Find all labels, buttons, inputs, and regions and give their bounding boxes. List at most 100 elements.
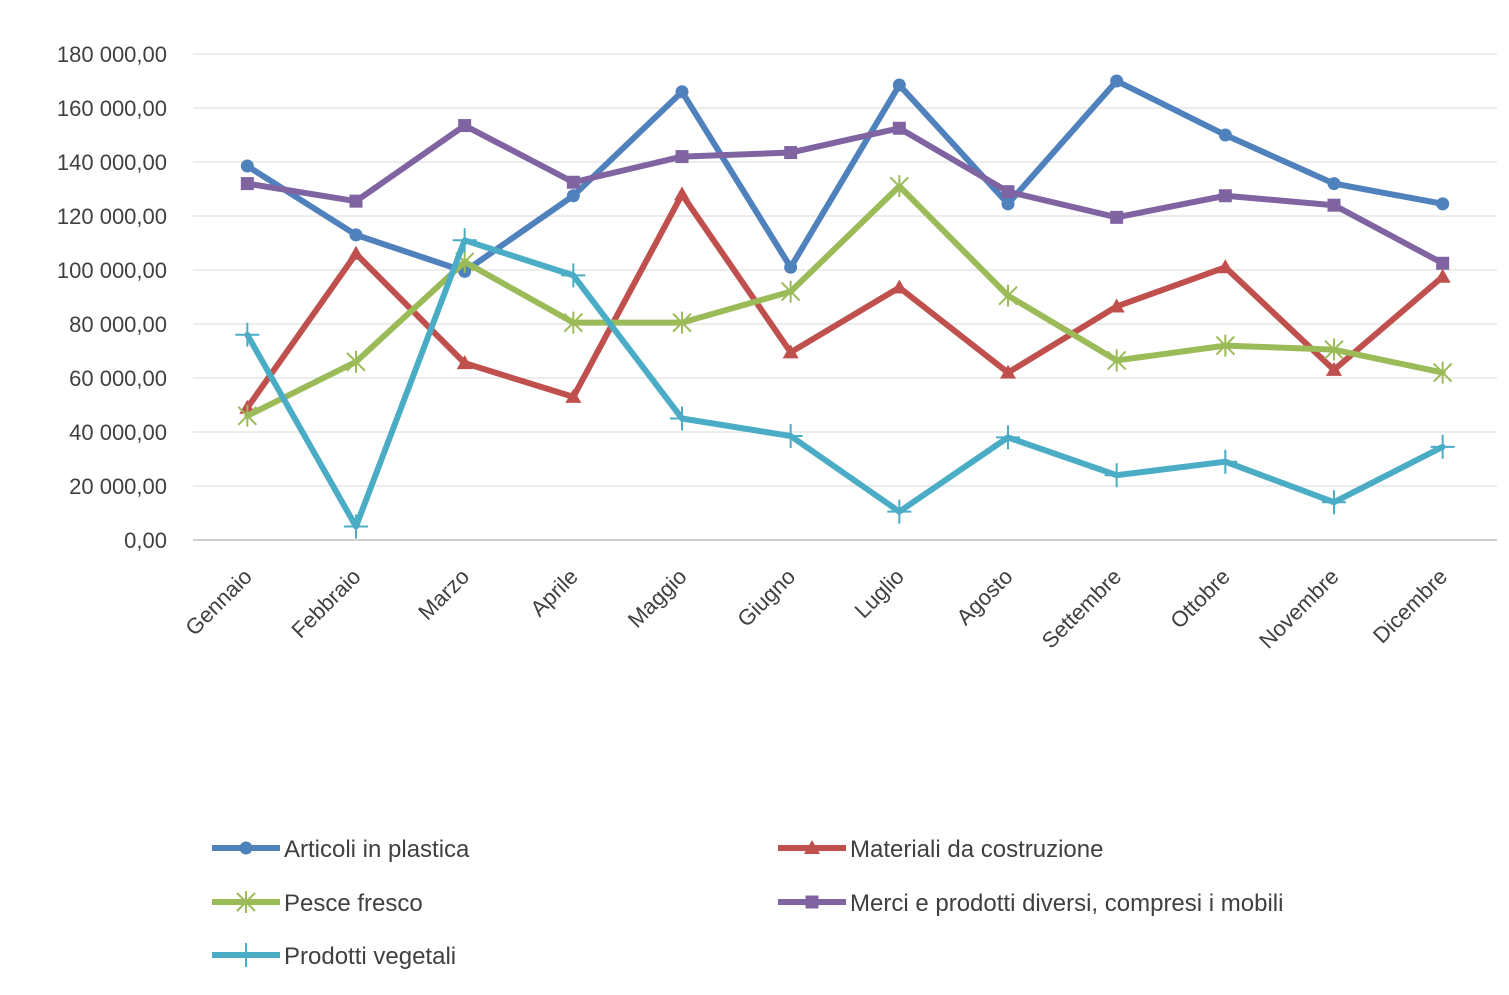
y-tick-label: 60 000,00 bbox=[69, 366, 167, 391]
data-point bbox=[674, 186, 690, 201]
data-point bbox=[1108, 298, 1125, 313]
data-point bbox=[1322, 490, 1346, 515]
data-point bbox=[1110, 210, 1124, 224]
data-point bbox=[675, 85, 689, 99]
x-tick-label: Luglio bbox=[850, 564, 909, 623]
data-point bbox=[889, 175, 910, 198]
data-point bbox=[996, 425, 1020, 450]
data-point bbox=[240, 177, 254, 191]
legend-label: Merci e prodotti diversi, compresi i mob… bbox=[850, 890, 1283, 917]
legend-label: Pesce fresco bbox=[284, 890, 423, 917]
x-tick-label: Novembre bbox=[1254, 564, 1343, 653]
data-point bbox=[1213, 449, 1238, 474]
data-point bbox=[1215, 334, 1236, 357]
data-point bbox=[675, 150, 689, 164]
y-tick-label: 40 000,00 bbox=[69, 420, 167, 445]
data-point bbox=[1326, 361, 1342, 376]
data-point bbox=[561, 263, 586, 288]
legend-item-materiali-da-costruzione: Materiali da costruzione bbox=[778, 836, 1103, 863]
data-point bbox=[1110, 74, 1124, 88]
data-point bbox=[566, 175, 580, 189]
legend-marker bbox=[239, 841, 253, 855]
data-point bbox=[892, 78, 906, 92]
data-point bbox=[784, 260, 798, 274]
data-point bbox=[349, 228, 363, 242]
data-point bbox=[240, 159, 254, 173]
series-line-articoli-in-plastica bbox=[244, 78, 1446, 275]
data-point bbox=[1218, 128, 1232, 142]
data-point bbox=[235, 322, 260, 347]
data-point bbox=[346, 350, 366, 373]
data-point bbox=[1000, 364, 1016, 379]
data-point bbox=[1430, 434, 1455, 459]
series-line-materiali-da-costruzione bbox=[244, 191, 1446, 411]
x-tick-label: Febbraio bbox=[286, 564, 365, 643]
data-point bbox=[1104, 463, 1129, 488]
y-axis-tick-labels: 0,00 20 000,00 40 000,00 60 000,00 80 000,00… bbox=[57, 42, 167, 553]
data-point bbox=[237, 404, 258, 427]
legend-item-pesce-fresco: Pesce fresco bbox=[212, 890, 423, 917]
data-point bbox=[670, 406, 694, 431]
x-axis-tick-labels: Gennaio Febbraio Marzo Aprile Maggio Giugno Lu… bbox=[180, 564, 1452, 653]
y-tick-label: 0,00 bbox=[124, 528, 167, 553]
series-pesce-fresco bbox=[237, 175, 1453, 427]
x-tick-label: Aprile bbox=[525, 564, 582, 621]
data-point bbox=[891, 279, 908, 294]
legend-marker bbox=[236, 891, 256, 913]
data-point bbox=[344, 514, 368, 539]
data-point bbox=[1217, 259, 1234, 274]
data-point bbox=[349, 194, 363, 208]
legend-label: Articoli in plastica bbox=[284, 836, 470, 863]
x-tick-label: Giugno bbox=[732, 564, 800, 632]
data-point bbox=[1218, 189, 1232, 203]
series-merci-e-prodotti-diversi-compresi-i-mobili bbox=[240, 119, 1450, 270]
y-tick-label: 80 000,00 bbox=[69, 312, 167, 337]
x-tick-label: Dicembre bbox=[1368, 564, 1452, 648]
data-point bbox=[1432, 361, 1453, 384]
series-lines bbox=[235, 74, 1455, 539]
y-tick-label: 140 000,00 bbox=[57, 150, 167, 175]
x-tick-label: Agosto bbox=[951, 564, 1017, 630]
data-point bbox=[1106, 349, 1127, 372]
x-tick-label: Ottobre bbox=[1165, 564, 1235, 634]
y-tick-label: 120 000,00 bbox=[57, 204, 167, 229]
data-point bbox=[780, 280, 801, 303]
data-point bbox=[784, 146, 798, 160]
data-point bbox=[887, 499, 912, 524]
data-point bbox=[452, 228, 477, 253]
data-point bbox=[1324, 338, 1344, 361]
data-point bbox=[458, 119, 472, 133]
data-point bbox=[348, 245, 364, 260]
legend: Articoli in plastica Materiali da costruz… bbox=[212, 836, 1283, 970]
legend-label: Prodotti vegetali bbox=[284, 943, 456, 970]
series-line-pesce-fresco bbox=[244, 183, 1446, 419]
data-point bbox=[1001, 185, 1015, 199]
data-point bbox=[1436, 197, 1450, 211]
legend-item-prodotti-vegetali: Prodotti vegetali bbox=[212, 943, 456, 970]
series-line-prodotti-vegetali bbox=[244, 237, 1446, 530]
data-point bbox=[892, 121, 906, 135]
x-tick-label: Settembre bbox=[1037, 564, 1126, 653]
data-point bbox=[1434, 268, 1451, 283]
data-point bbox=[778, 424, 803, 449]
y-tick-label: 20 000,00 bbox=[69, 474, 167, 499]
data-point bbox=[782, 344, 799, 359]
legend-label: Materiali da costruzione bbox=[850, 836, 1103, 863]
series-line-merci-e-prodotti-diversi-compresi-i-mobili bbox=[244, 122, 1446, 267]
series-articoli-in-plastica bbox=[240, 74, 1450, 278]
legend-marker bbox=[234, 943, 258, 967]
data-point bbox=[998, 284, 1018, 307]
x-tick-label: Maggio bbox=[623, 564, 692, 633]
legend-item-merci-e-prodotti-diversi-compresi-i-mobili: Merci e prodotti diversi, compresi i mob… bbox=[778, 890, 1283, 917]
data-point bbox=[1327, 198, 1341, 212]
grid-lines bbox=[193, 53, 1497, 541]
y-tick-label: 100 000,00 bbox=[57, 258, 167, 283]
x-tick-label: Marzo bbox=[413, 564, 474, 625]
data-point bbox=[1436, 256, 1450, 270]
y-tick-label: 160 000,00 bbox=[57, 96, 167, 121]
data-point bbox=[456, 355, 473, 370]
legend-marker bbox=[805, 895, 819, 909]
legend-item-articoli-in-plastica: Articoli in plastica bbox=[212, 836, 470, 863]
